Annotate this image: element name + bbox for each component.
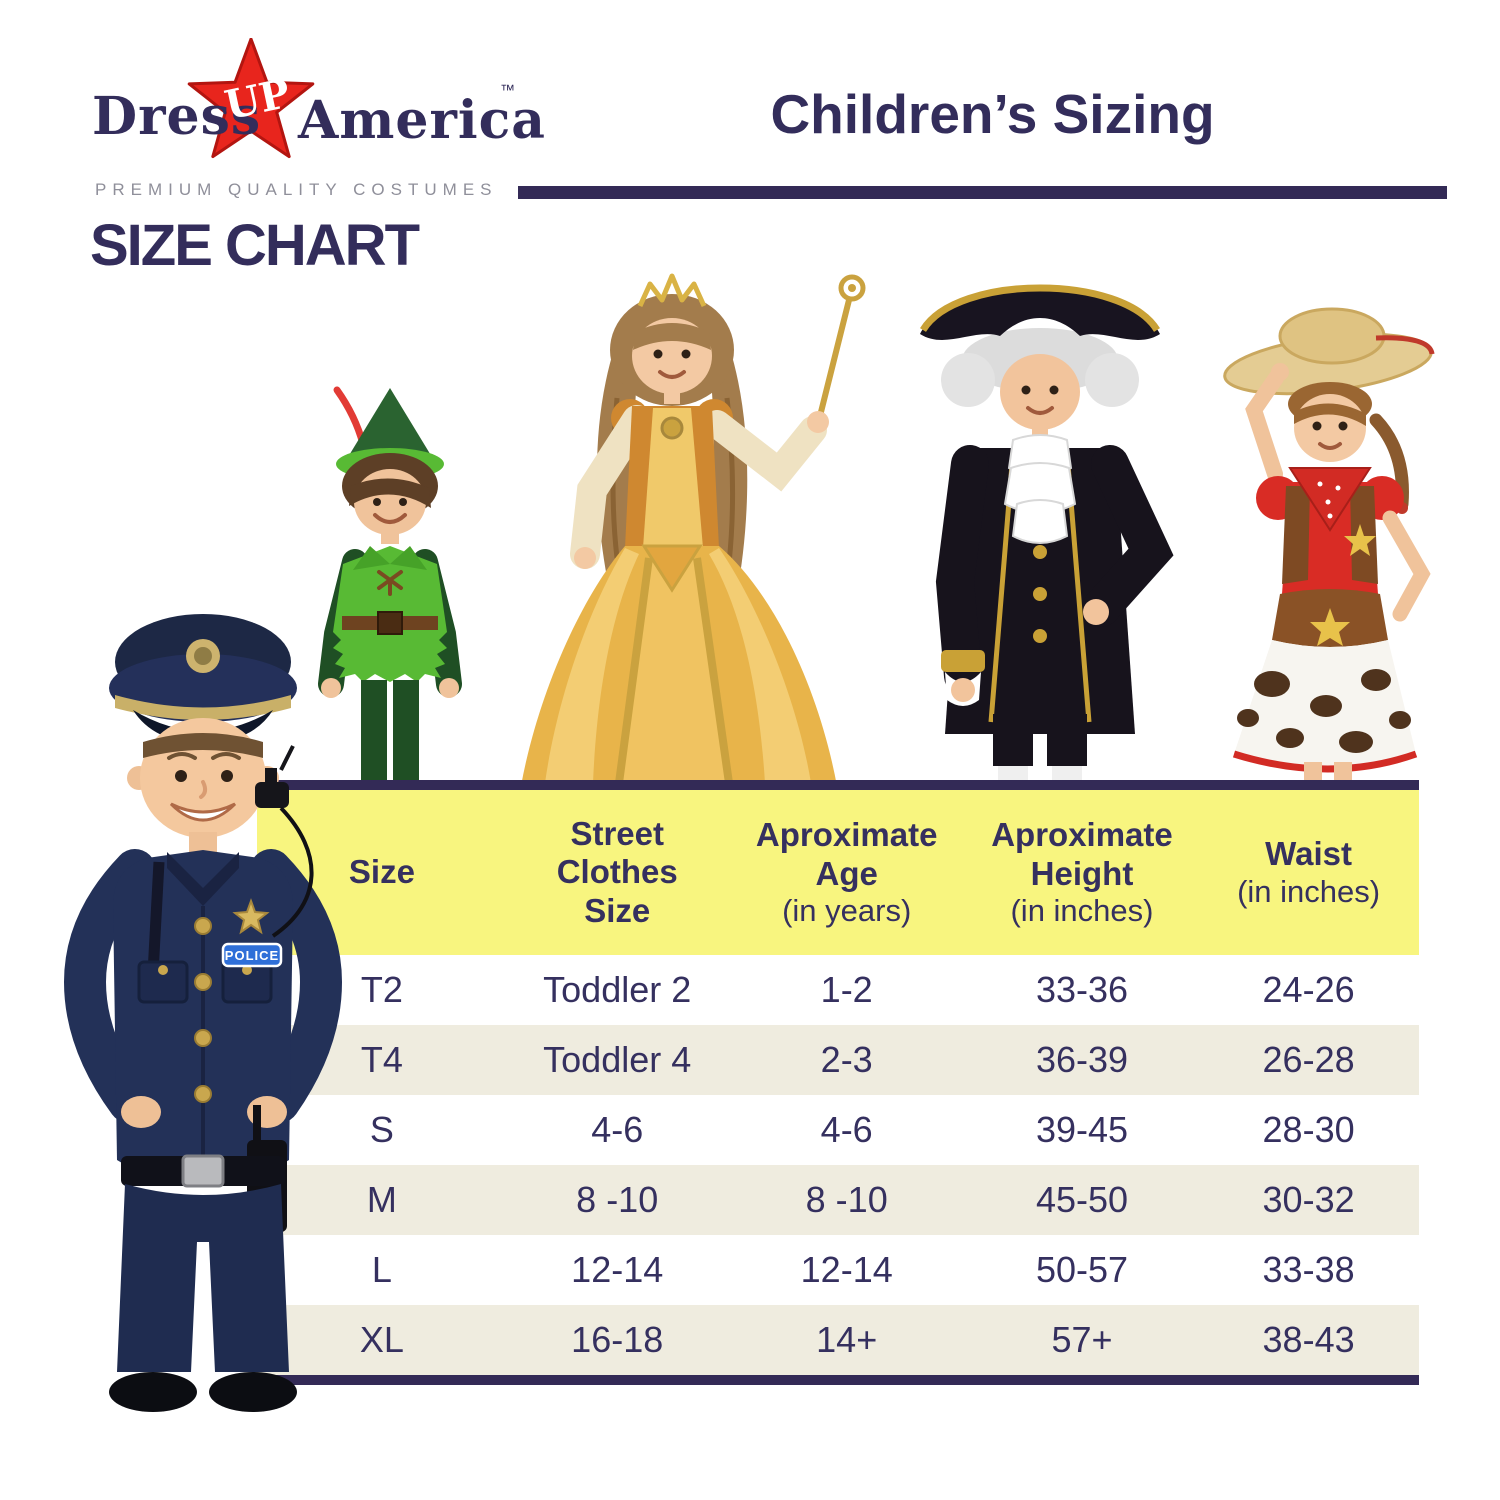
table-row-l: L 12-14 12-14 50-57 33-38 bbox=[257, 1235, 1419, 1305]
police-patch-text: POLICE bbox=[225, 948, 279, 963]
logo-star-icon bbox=[187, 38, 315, 159]
cow-print-skirt bbox=[1232, 640, 1418, 773]
jabot-ruffle bbox=[1003, 434, 1077, 544]
table-row-xl: XL 16-18 14+ 57+ 38-43 bbox=[257, 1305, 1419, 1375]
page-title: Children’s Sizing bbox=[770, 83, 1215, 145]
police-pants bbox=[109, 1184, 297, 1412]
princess-scepter bbox=[816, 274, 866, 421]
title-underline bbox=[518, 186, 1447, 199]
table-row-m: M 8 -10 8 -10 45-50 30-32 bbox=[257, 1165, 1419, 1235]
column-header-waist: Waist (in inches) bbox=[1237, 835, 1381, 909]
table-header-row: Size Street Clothes Size Aproximate Age … bbox=[257, 790, 1419, 955]
colonial-costume-image bbox=[920, 284, 1174, 790]
table-top-border bbox=[257, 780, 1419, 790]
size-table: Size Street Clothes Size Aproximate Age … bbox=[257, 780, 1419, 1385]
table-row-s: S 4-6 4-6 39-45 28-30 bbox=[257, 1095, 1419, 1165]
size-chart-heading: SIZE CHART bbox=[90, 213, 420, 278]
brand-word-dress: Dress bbox=[92, 86, 262, 147]
brand-word-america: America bbox=[298, 90, 546, 151]
column-header-size: Size bbox=[348, 853, 415, 891]
police-officer-costume-image: POLICE bbox=[63, 614, 343, 1412]
column-header-age: Aproximate Age (in years) bbox=[755, 816, 938, 928]
table-bottom-border bbox=[257, 1375, 1419, 1385]
peter-pan-costume-image bbox=[318, 386, 462, 790]
bandana bbox=[1288, 467, 1372, 532]
column-header-height: Aproximate Height (in inches) bbox=[991, 816, 1173, 928]
tricorn-hat bbox=[920, 284, 1160, 340]
trademark-symbol: ™ bbox=[500, 82, 515, 99]
brand-tagline: PREMIUM QUALITY COSTUMES bbox=[95, 180, 498, 199]
brand-logo: Dress UP America ™ bbox=[80, 30, 545, 215]
table-row-t2: T2 Toddler 2 1-2 33-36 24-26 bbox=[257, 955, 1419, 1025]
column-header-street-clothes-size: Street Clothes Size bbox=[556, 815, 678, 929]
princess-costume-image bbox=[521, 273, 866, 786]
cowgirl-costume-image bbox=[1223, 307, 1435, 790]
table-row-t4: T4 Toddler 4 2-3 36-39 26-28 bbox=[257, 1025, 1419, 1095]
